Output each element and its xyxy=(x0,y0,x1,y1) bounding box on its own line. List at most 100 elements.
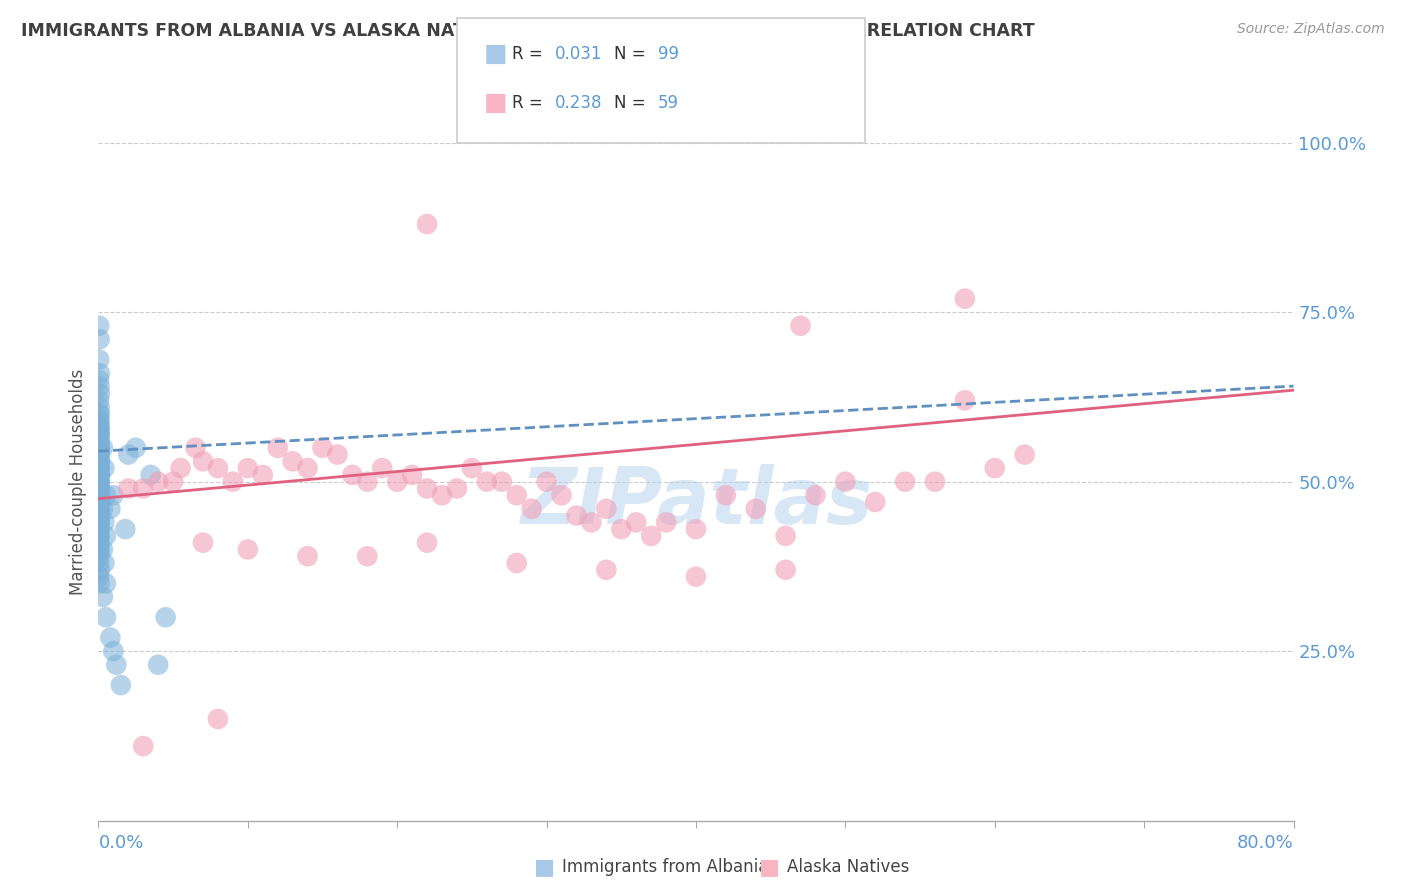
Point xyxy=(252,467,274,482)
Point xyxy=(356,549,378,564)
Text: Source: ZipAtlas.com: Source: ZipAtlas.com xyxy=(1237,22,1385,37)
Point xyxy=(98,501,122,516)
Point xyxy=(475,475,498,489)
Point xyxy=(89,467,111,482)
Text: ■: ■ xyxy=(759,857,780,877)
Point xyxy=(89,420,111,434)
Point xyxy=(89,441,111,455)
Point xyxy=(446,482,468,496)
Point xyxy=(89,529,111,543)
Text: 0.0%: 0.0% xyxy=(98,834,143,852)
Text: N =: N = xyxy=(614,94,651,112)
Point xyxy=(89,454,111,468)
Point xyxy=(91,542,114,557)
Point xyxy=(89,535,111,549)
Point xyxy=(953,292,976,306)
Point xyxy=(155,610,177,624)
Text: 0.031: 0.031 xyxy=(555,45,603,62)
Point xyxy=(89,549,111,564)
Point xyxy=(89,441,111,455)
Point xyxy=(125,441,148,455)
Point xyxy=(169,461,191,475)
Point xyxy=(91,441,114,455)
Text: R =: R = xyxy=(512,45,548,62)
Point xyxy=(416,217,439,231)
Point xyxy=(89,482,111,496)
Point xyxy=(834,475,856,489)
Point xyxy=(326,448,349,462)
Point xyxy=(132,739,155,753)
Text: R =: R = xyxy=(512,94,548,112)
Point xyxy=(550,488,572,502)
Point xyxy=(93,516,115,530)
Point xyxy=(297,549,319,564)
Point xyxy=(416,535,439,549)
Point xyxy=(89,475,111,489)
Point xyxy=(91,501,114,516)
Point xyxy=(236,461,259,475)
Point xyxy=(89,467,111,482)
Point xyxy=(117,448,139,462)
Point xyxy=(207,461,229,475)
Point xyxy=(804,488,827,502)
Point xyxy=(89,414,111,428)
Point xyxy=(89,522,111,536)
Point xyxy=(371,461,394,475)
Point xyxy=(89,434,111,448)
Point xyxy=(89,373,111,387)
Point xyxy=(89,420,111,434)
Text: 99: 99 xyxy=(658,45,679,62)
Point xyxy=(89,467,111,482)
Point xyxy=(162,475,184,489)
Point xyxy=(207,712,229,726)
Text: 0.238: 0.238 xyxy=(555,94,603,112)
Point xyxy=(91,590,114,604)
Point xyxy=(89,420,111,434)
Point xyxy=(401,467,423,482)
Point xyxy=(89,332,111,346)
Text: 80.0%: 80.0% xyxy=(1237,834,1294,852)
Point xyxy=(536,475,558,489)
Point xyxy=(89,495,111,509)
Point xyxy=(89,529,111,543)
Point xyxy=(89,482,111,496)
Point xyxy=(520,501,543,516)
Point xyxy=(595,563,617,577)
Point xyxy=(89,427,111,442)
Point xyxy=(89,488,111,502)
Point xyxy=(184,441,207,455)
Point xyxy=(89,393,111,408)
Point xyxy=(117,482,139,496)
Point xyxy=(148,475,170,489)
Point xyxy=(89,427,111,442)
Point xyxy=(89,461,111,475)
Point xyxy=(565,508,588,523)
Point xyxy=(222,475,245,489)
Point xyxy=(93,556,115,570)
Point xyxy=(89,461,111,475)
Point xyxy=(89,475,111,489)
Point xyxy=(356,475,378,489)
Point xyxy=(685,569,707,583)
Point xyxy=(491,475,513,489)
Text: Immigrants from Albania: Immigrants from Albania xyxy=(562,858,769,876)
Point xyxy=(89,318,111,333)
Point xyxy=(89,407,111,421)
Point xyxy=(89,542,111,557)
Point xyxy=(863,495,886,509)
Point xyxy=(89,475,111,489)
Point xyxy=(89,516,111,530)
Point xyxy=(89,529,111,543)
Point xyxy=(89,441,111,455)
Point xyxy=(89,576,111,591)
Point xyxy=(114,522,136,536)
Point xyxy=(89,522,111,536)
Point xyxy=(93,461,115,475)
Point xyxy=(953,393,976,408)
Point xyxy=(103,488,125,502)
Point xyxy=(655,516,678,530)
Point xyxy=(89,427,111,442)
Point xyxy=(110,678,132,692)
Point xyxy=(89,501,111,516)
Text: ■: ■ xyxy=(484,42,508,65)
